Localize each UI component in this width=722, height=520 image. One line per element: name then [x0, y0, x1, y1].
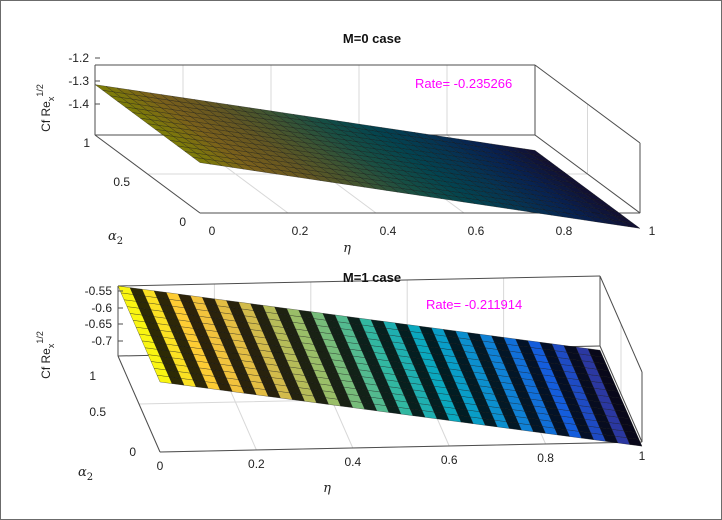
y-tick-label: 1	[83, 136, 90, 150]
axis-edge	[534, 134, 641, 214]
surface-patch	[523, 148, 543, 157]
axis-edge	[117, 355, 161, 453]
z-axis-label: Cf Rex1/2	[35, 331, 56, 379]
axis-edge	[94, 134, 201, 214]
z-tick-label: -0.6	[91, 301, 112, 315]
z-tick-label: -0.55	[85, 284, 113, 298]
rate-annotation: Rate= -0.211914	[426, 297, 522, 312]
axis-edge	[117, 275, 601, 287]
y-tick-label: 0	[179, 215, 186, 229]
surface-patch	[626, 437, 643, 447]
x-axis-label: η	[323, 481, 331, 496]
subplot-0: M=0 case 0 0.2 0.4 0.6 0.8 1 0 0.5 1 -1.2 -1.3 -1.4 C…	[35, 31, 656, 256]
x-tick-label: 0.6	[468, 224, 485, 238]
z-tick-label: -1.2	[68, 51, 89, 65]
axis-edge	[599, 345, 643, 443]
z-tick-label: -1.3	[68, 74, 89, 88]
x-tick-label: 0	[209, 224, 216, 238]
x-tick-label: 1	[639, 449, 646, 463]
y-axis-label: α2	[78, 465, 93, 483]
axis-edge	[534, 64, 641, 144]
y-tick-label: 1	[89, 369, 96, 383]
z-tick-label: -0.7	[91, 334, 112, 348]
y-tick-label: 0.5	[89, 405, 106, 419]
axis-edge	[599, 275, 643, 373]
z-tick-label: -0.65	[85, 317, 113, 331]
axis-edge	[159, 441, 643, 453]
rate-annotation: Rate= -0.235266	[415, 76, 512, 91]
y-tick-label: 0	[129, 445, 136, 459]
subplot-1: M=1 case 0 0.2 0.4 0.6 0.8 1 0 0.5 1 -0.55 -0.6 -0.6…	[35, 270, 646, 496]
surface	[117, 285, 643, 447]
y-tick-label: 0.5	[113, 175, 130, 189]
x-tick-label: 1	[649, 224, 656, 238]
x-tick-label: 0.4	[344, 455, 361, 469]
x-tick-label: 0.8	[556, 224, 573, 238]
y-axis-label: α2	[108, 229, 123, 247]
surface-patch	[117, 285, 134, 295]
x-tick-label: 0	[157, 459, 164, 473]
surface	[94, 84, 641, 229]
x-tick-label: 0.2	[248, 457, 265, 471]
z-tick-label: -1.4	[68, 97, 89, 111]
x-tick-label: 0.2	[292, 224, 309, 238]
surface-patch	[587, 348, 604, 358]
x-tick-label: 0.8	[537, 451, 554, 465]
z-axis-label: Cf Rex1/2	[35, 84, 56, 132]
x-tick-label: 0.6	[441, 453, 458, 467]
x-tick-label: 0.4	[380, 224, 397, 238]
chart-title: M=0 case	[343, 31, 401, 46]
chart-title: M=1 case	[343, 270, 401, 285]
x-axis-label: η	[343, 241, 351, 256]
